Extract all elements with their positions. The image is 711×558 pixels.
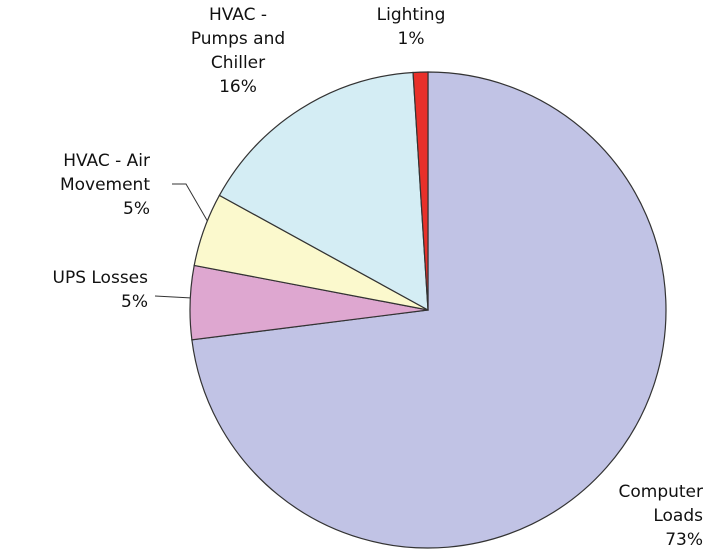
slice-value-label: 5% [123,199,150,219]
slice-label: UPS Losses [53,268,149,288]
leader-line [154,295,193,299]
slice-label: Computer Loads [618,482,703,526]
slice-value-label: 5% [121,292,148,312]
slice-label: HVAC - Air Movement [60,151,150,195]
pie-slice [191,71,667,549]
pie-slice [412,71,429,311]
slice-label: Lighting [377,5,446,25]
slice-value-label: 16% [219,77,257,97]
slice-value-label: 1% [398,29,425,49]
leader-line [172,183,209,223]
slice-label: HVAC -Pumps and Chiller [191,5,285,73]
slice-value-label: 73% [665,530,703,550]
pie-slice [218,71,429,312]
